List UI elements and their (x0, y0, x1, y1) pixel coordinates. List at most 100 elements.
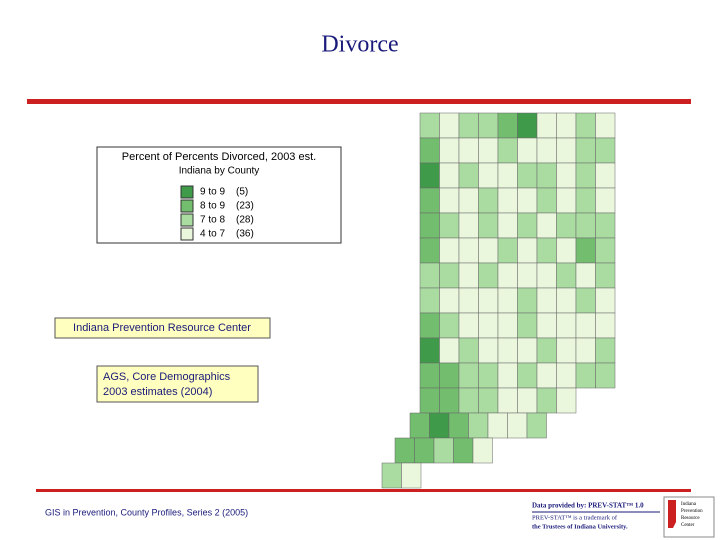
county (458, 137, 479, 164)
county (575, 212, 596, 239)
logo-center: Resource (681, 516, 700, 521)
logo-icon (668, 500, 676, 528)
county (536, 262, 557, 289)
county (478, 287, 499, 314)
county (517, 387, 538, 414)
legend-title: Percent of Percents Divorced, 2003 est. (122, 151, 316, 163)
county (536, 187, 557, 214)
county (394, 437, 415, 464)
county (478, 337, 499, 364)
county (419, 137, 440, 164)
county (497, 187, 518, 214)
county (517, 187, 538, 214)
source-box (96, 365, 259, 403)
county (575, 237, 596, 264)
county (595, 362, 616, 389)
county (439, 212, 460, 239)
county (419, 112, 440, 139)
county (517, 212, 538, 239)
county (575, 187, 596, 214)
county (595, 112, 616, 139)
county (468, 412, 489, 439)
county (556, 262, 577, 289)
county (419, 337, 440, 364)
county (439, 287, 460, 314)
county (458, 162, 479, 189)
county (439, 162, 460, 189)
county (478, 387, 499, 414)
county (497, 387, 518, 414)
county (556, 187, 577, 214)
county (507, 412, 528, 439)
county (439, 362, 460, 389)
county (419, 212, 440, 239)
county (419, 362, 440, 389)
county (497, 137, 518, 164)
county (472, 437, 493, 464)
county (381, 462, 402, 489)
county (419, 162, 440, 189)
county (595, 162, 616, 189)
county (536, 312, 557, 339)
legend-count: (36) (236, 229, 254, 240)
logo-text: PREV-STAT™ is a trademark of (532, 514, 618, 521)
county (556, 137, 577, 164)
county (497, 262, 518, 289)
county (497, 287, 518, 314)
county (556, 362, 577, 389)
county (556, 387, 577, 414)
county (478, 312, 499, 339)
county (517, 262, 538, 289)
legend-range: 9 to 9 (200, 187, 225, 198)
county (414, 437, 435, 464)
county (497, 162, 518, 189)
legend-swatch (180, 227, 194, 241)
county (536, 237, 557, 264)
county (536, 387, 557, 414)
county (478, 112, 499, 139)
county (595, 137, 616, 164)
county (458, 212, 479, 239)
county (409, 412, 430, 439)
legend-swatch (180, 199, 194, 213)
county (517, 237, 538, 264)
county (458, 287, 479, 314)
title: Divorce (321, 32, 398, 58)
county (458, 387, 479, 414)
org-text: Indiana Prevention Resource Center (73, 322, 251, 334)
legend-count: (5) (236, 187, 248, 198)
county (517, 337, 538, 364)
legend: 9 to 9 (5) 8 to 9 (23) 7 to 8 (28) 4 to 7 (36) (180, 185, 254, 241)
county (439, 137, 460, 164)
county (401, 462, 422, 489)
county (517, 112, 538, 139)
county (575, 162, 596, 189)
header-rule (27, 99, 691, 104)
county-map (381, 112, 616, 489)
county (575, 112, 596, 139)
county (497, 312, 518, 339)
county (439, 387, 460, 414)
county (575, 312, 596, 339)
logo-center: Center (681, 523, 695, 528)
county (536, 112, 557, 139)
county (458, 362, 479, 389)
county (497, 362, 518, 389)
source-text: AGS, Core Demographics (103, 371, 231, 383)
county (556, 337, 577, 364)
legend-count: (23) (236, 201, 254, 212)
source-text: 2003 estimates (2004) (103, 386, 212, 398)
county (595, 262, 616, 289)
county (458, 337, 479, 364)
legend-swatch (180, 213, 194, 227)
county (526, 412, 547, 439)
county (439, 337, 460, 364)
county (478, 137, 499, 164)
county (478, 262, 499, 289)
org-box (54, 317, 271, 339)
county (517, 362, 538, 389)
county (575, 337, 596, 364)
county (419, 312, 440, 339)
county (517, 162, 538, 189)
county (595, 212, 616, 239)
